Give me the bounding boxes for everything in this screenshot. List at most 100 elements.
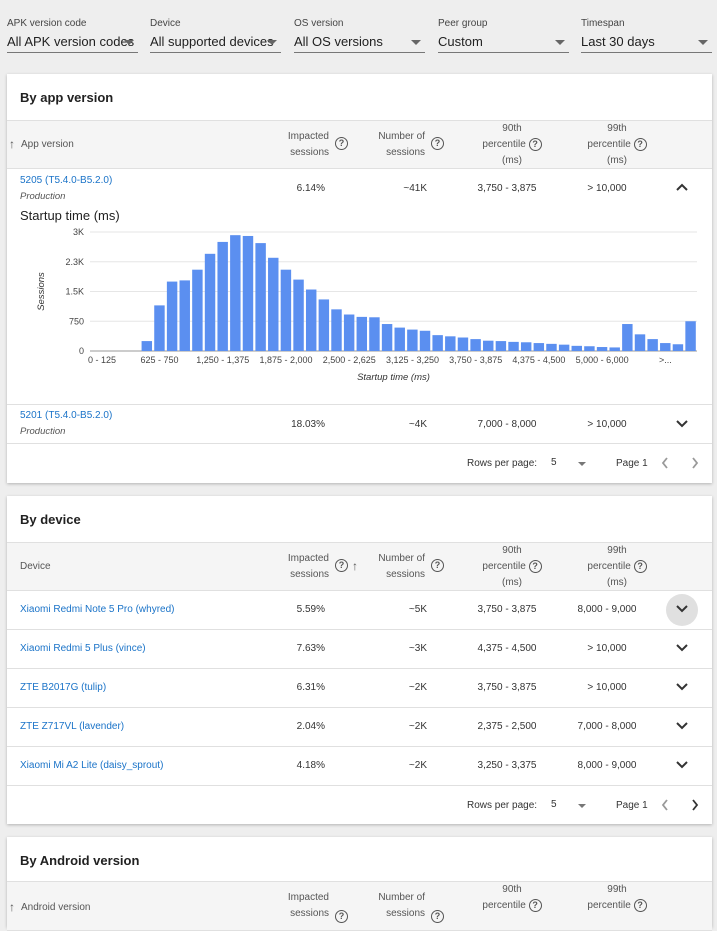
help-icon[interactable]: ? xyxy=(633,559,647,573)
select-value: Last 30 days xyxy=(581,34,655,49)
y-axis-title: Sessions xyxy=(36,272,47,311)
column-99th-percentile[interactable]: 99th percentile ? xyxy=(577,882,657,914)
column-number-of-sessions[interactable]: Number of sessions ? xyxy=(357,129,447,161)
help-icon[interactable]: ? xyxy=(528,559,542,573)
histogram-bar xyxy=(584,346,595,351)
header-line: (ms) xyxy=(502,577,522,588)
help-icon[interactable]: ? xyxy=(633,898,647,912)
release-track-label: Production xyxy=(20,191,66,202)
p99-value: 8,000 - 9,000 xyxy=(577,604,637,615)
expand-row-button[interactable] xyxy=(666,594,698,626)
column-number-of-sessions[interactable]: Number of sessions ? xyxy=(357,551,447,583)
filter-label: Timespan xyxy=(581,18,625,29)
sort-up-arrow-icon[interactable]: ↑ xyxy=(9,900,15,914)
help-icon[interactable]: ? xyxy=(335,559,348,572)
histogram-bar xyxy=(242,235,254,351)
column-90th-percentile[interactable]: 90th percentile ? (ms) xyxy=(472,121,552,169)
pagination: Rows per page: 5 Page 1 xyxy=(7,444,712,482)
filter-peer-group[interactable]: Peer group Custom xyxy=(438,14,569,54)
sort-up-arrow-icon[interactable]: ↑ xyxy=(352,559,358,573)
help-icon[interactable]: ? xyxy=(528,898,542,912)
column-99th-percentile[interactable]: 99th percentile ? (ms) xyxy=(577,121,657,169)
help-icon[interactable]: ? xyxy=(633,137,647,151)
select-value: Custom xyxy=(438,34,483,49)
column-device[interactable]: Device xyxy=(20,561,51,572)
card-title: By device xyxy=(20,512,81,527)
filter-apk-version[interactable]: APK version code All APK version codes xyxy=(7,14,138,54)
previous-page-icon[interactable] xyxy=(660,456,670,470)
expand-row-button[interactable] xyxy=(666,409,698,441)
histogram-bar xyxy=(293,279,304,351)
os-version-select[interactable]: All OS versions xyxy=(294,33,425,53)
expand-row-button[interactable] xyxy=(666,750,698,782)
histogram-bar xyxy=(280,269,292,351)
column-android-version[interactable]: Android version xyxy=(21,902,91,913)
startup-time-histogram: 0 750 1.5K 2.3K 3K 0 - 125 625 - 750 1,250 - 1,… xyxy=(36,227,697,383)
chevron-up-icon xyxy=(676,183,688,191)
histogram-bar xyxy=(268,257,279,351)
column-number-of-sessions[interactable]: Number of sessions ? xyxy=(357,890,447,923)
y-tick-label: 0 xyxy=(79,346,84,356)
help-icon[interactable]: ? xyxy=(335,137,348,150)
collapse-row-button[interactable] xyxy=(666,172,698,204)
peer-group-select[interactable]: Custom xyxy=(438,33,569,53)
histogram-bar xyxy=(622,324,633,351)
help-icon[interactable]: ? xyxy=(335,910,348,923)
histogram-bar xyxy=(609,347,620,351)
chevron-down-icon xyxy=(676,683,688,691)
help-icon[interactable]: ? xyxy=(528,137,542,151)
apk-version-select[interactable]: All APK version codes xyxy=(7,33,138,53)
help-icon[interactable]: ? xyxy=(431,910,444,923)
chevron-down-icon xyxy=(676,761,688,769)
column-app-version[interactable]: App version xyxy=(21,139,74,150)
y-tick-label: 2.3K xyxy=(65,257,84,267)
histogram-bar xyxy=(685,321,696,351)
histogram-bar xyxy=(204,253,216,351)
column-impacted-sessions[interactable]: Impacted sessions ? xyxy=(261,129,351,161)
table-row: Xiaomi Redmi 5 Plus (vince) 7.63% ~3K 4,375… xyxy=(7,630,712,669)
x-tick-label: 3,750 - 3,875 xyxy=(449,355,502,365)
column-impacted-sessions[interactable]: Impacted sessions ? xyxy=(261,890,351,923)
app-version-link[interactable]: 5201 (T5.4.0-B5.2.0) xyxy=(20,410,113,421)
filter-label: Device xyxy=(150,18,181,29)
next-page-icon[interactable] xyxy=(690,456,700,470)
expand-row-button[interactable] xyxy=(666,633,698,665)
chevron-down-icon xyxy=(676,420,688,428)
app-version-link[interactable]: 5205 (T5.4.0-B5.2.0) xyxy=(20,175,113,186)
dropdown-arrow-icon[interactable] xyxy=(578,804,586,808)
device-link[interactable]: Xiaomi Redmi Note 5 Pro (whyred) xyxy=(20,604,175,615)
device-link[interactable]: ZTE Z717VL (lavender) xyxy=(20,721,125,732)
rows-per-page-select[interactable]: 5 xyxy=(551,799,557,810)
expand-row-button[interactable] xyxy=(666,711,698,743)
filter-device[interactable]: Device All supported devices xyxy=(150,14,281,54)
help-icon[interactable]: ? xyxy=(431,137,444,150)
help-icon[interactable]: ? xyxy=(431,559,444,572)
next-page-icon[interactable] xyxy=(690,798,700,812)
column-99th-percentile[interactable]: 99th percentile ? (ms) xyxy=(577,543,657,591)
sort-up-arrow-icon[interactable]: ↑ xyxy=(9,137,15,151)
p99-value: 7,000 - 8,000 xyxy=(577,721,637,732)
device-link[interactable]: Xiaomi Redmi 5 Plus (vince) xyxy=(20,643,146,654)
device-link[interactable]: Xiaomi Mi A2 Lite (daisy_sprout) xyxy=(20,760,164,771)
expand-row-button[interactable] xyxy=(666,672,698,704)
device-link[interactable]: ZTE B2017G (tulip) xyxy=(20,682,107,693)
rows-per-page-select[interactable]: 5 xyxy=(551,457,557,468)
impacted-sessions-value: 4.18% xyxy=(296,760,325,771)
filter-timespan[interactable]: Timespan Last 30 days xyxy=(581,14,712,54)
histogram-bar xyxy=(407,329,418,351)
x-tick-label: 3,125 - 3,250 xyxy=(386,355,439,365)
y-tick-label: 3K xyxy=(73,227,84,237)
column-90th-percentile[interactable]: 90th percentile ? xyxy=(472,882,552,914)
column-90th-percentile[interactable]: 90th percentile ? (ms) xyxy=(472,543,552,591)
table-header: ↑ Android version Impacted sessions ? Nu… xyxy=(7,881,712,931)
dropdown-arrow-icon[interactable] xyxy=(578,462,586,466)
impacted-sessions-value: 6.31% xyxy=(296,682,325,693)
column-impacted-sessions[interactable]: Impacted sessions ? xyxy=(261,551,351,583)
timespan-select[interactable]: Last 30 days xyxy=(581,33,712,53)
p99-value: 8,000 - 9,000 xyxy=(577,760,637,771)
header-line: sessions xyxy=(386,908,425,919)
device-select[interactable]: All supported devices xyxy=(150,33,281,53)
previous-page-icon[interactable] xyxy=(660,798,670,812)
header-line: sessions xyxy=(290,908,329,919)
filter-os-version[interactable]: OS version All OS versions xyxy=(294,14,425,54)
